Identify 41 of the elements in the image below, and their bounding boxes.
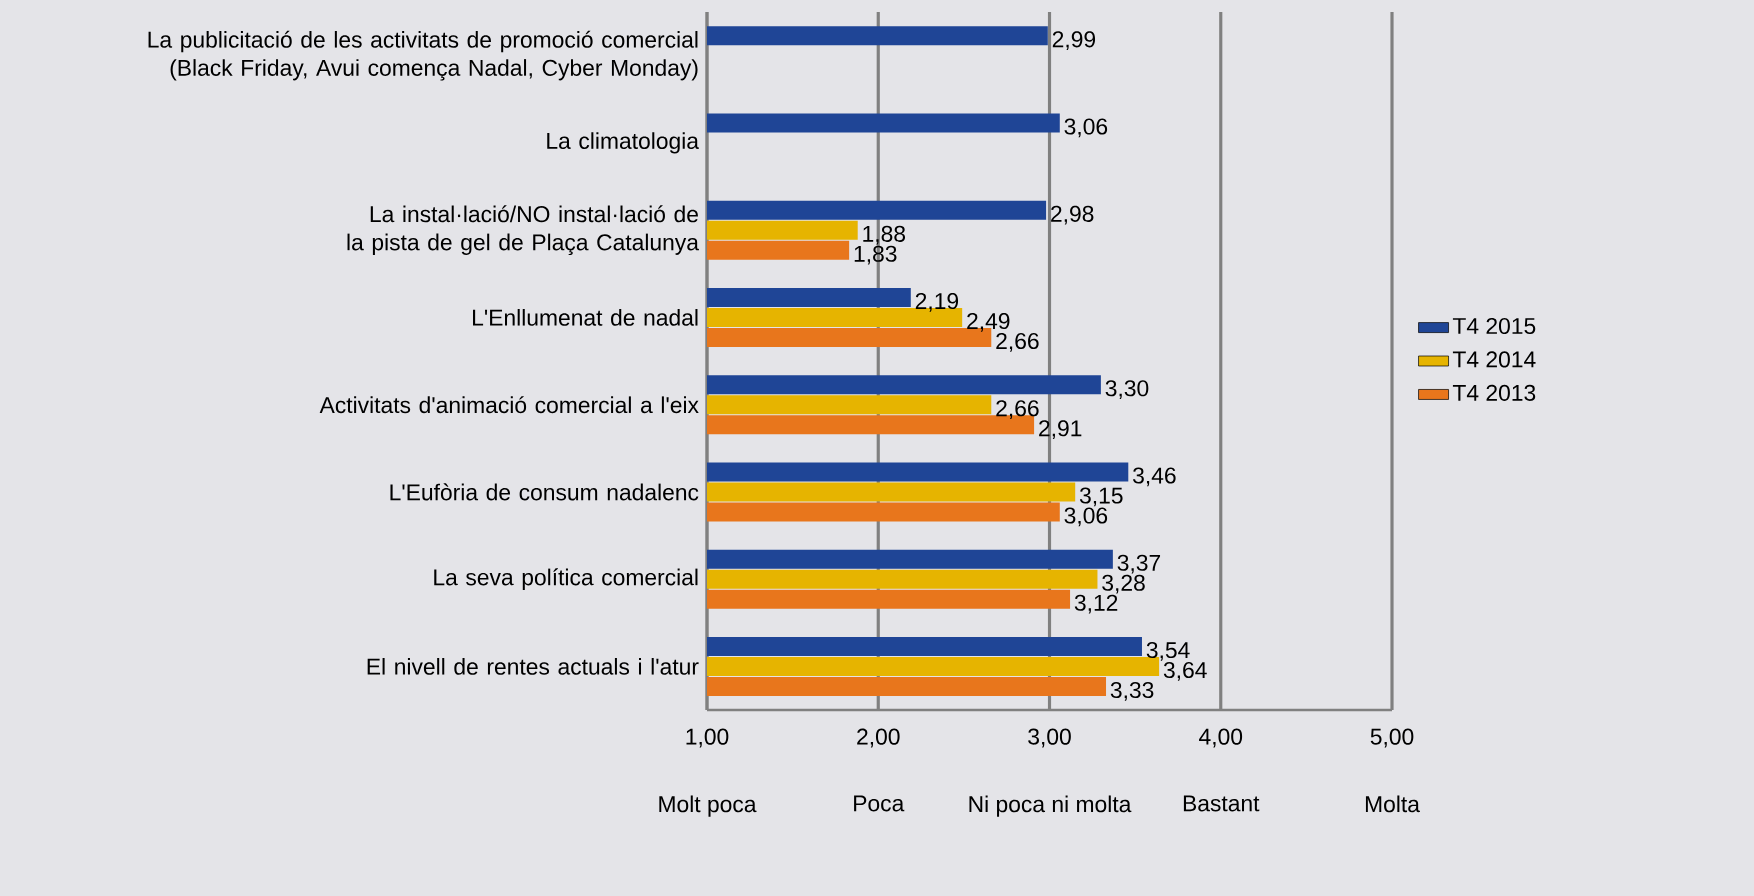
- data-label: 3,46: [1133, 467, 1176, 487]
- y-tick-label: El nivell de rentes actuals i l'atur: [367, 657, 699, 675]
- x-tick-label: 2,00: [857, 728, 900, 748]
- x-tick-label: 1,00: [686, 728, 729, 748]
- text: Bastant: [1183, 795, 1260, 812]
- text: Molta: [1365, 795, 1420, 813]
- data-label: 3,28: [1102, 574, 1145, 594]
- data-label: 2,66: [996, 332, 1039, 352]
- text: Molt poca: [659, 795, 757, 817]
- x-tick-label: 5,00: [1370, 728, 1414, 748]
- data-label: 3,33: [1110, 681, 1154, 701]
- legend-label: T4 2014: [1452, 351, 1536, 368]
- y-tick-label: Activitats d'animació comercial a l'eix: [319, 396, 699, 414]
- data-label: 2,99: [1052, 31, 1096, 51]
- y-tick-label: La climatologia: [547, 132, 699, 154]
- data-label: 3,54: [1146, 641, 1190, 661]
- y-tick-label: La seva política comercial: [434, 568, 698, 590]
- data-label: 3,06: [1064, 118, 1108, 138]
- data-label: 3,15: [1079, 487, 1123, 507]
- text: Ni poca ni molta: [969, 795, 1132, 817]
- x-tick-label: 4,00: [1199, 728, 1243, 748]
- data-label: 2,49: [967, 312, 1010, 332]
- data-label: 2,91: [1039, 420, 1082, 440]
- legend-label: T4 2013: [1452, 384, 1536, 401]
- data-label: 1,83: [854, 245, 897, 265]
- data-label: 3,64: [1163, 661, 1207, 681]
- data-label: 3,06: [1064, 507, 1108, 527]
- text: Poca: [854, 795, 905, 812]
- data-label: 2,19: [915, 292, 959, 312]
- legend-label: T4 2015: [1452, 317, 1536, 335]
- y-tick-label: L'Enllumenat de nadal: [473, 308, 698, 326]
- data-label: 1,88: [863, 225, 906, 245]
- x-tick-label: 3,00: [1028, 728, 1071, 748]
- y-tick-label: La publicitació de les activitats de promoció comercial (Black Friday, Avui comença Nadal, Cyber Monday): [148, 30, 698, 81]
- data-label: 3,30: [1105, 380, 1149, 400]
- y-tick-label: L'Eufòria de consum nadalenc: [390, 483, 699, 501]
- data-label: 3,37: [1117, 554, 1161, 574]
- data-label: 2,98: [1051, 205, 1094, 225]
- data-label: 2,66: [996, 400, 1039, 420]
- y-tick-label: La instal·lació/NO instal·lació de la pista de gel de Plaça Catalunya: [347, 205, 699, 256]
- data-label: 3,12: [1074, 594, 1118, 614]
